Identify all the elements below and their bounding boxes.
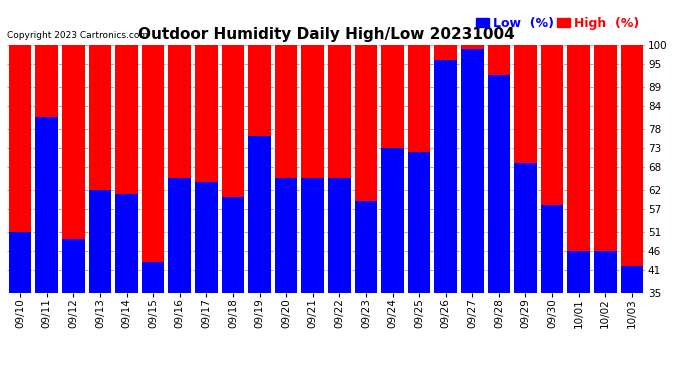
Bar [620,266,643,292]
Bar [381,148,404,292]
Bar [248,45,271,292]
Bar [461,49,484,292]
Bar [248,136,271,292]
Bar [168,45,191,292]
Bar [168,178,191,292]
Bar [35,117,58,292]
Bar [567,251,590,292]
Bar [514,45,537,292]
Bar [488,45,510,292]
Bar [541,205,563,292]
Bar [62,45,85,292]
Bar [461,45,484,292]
Bar [275,45,297,292]
Bar [115,194,138,292]
Bar [62,239,85,292]
Bar [89,45,111,292]
Legend: Low  (%), High  (%): Low (%), High (%) [476,16,639,30]
Bar [408,45,431,292]
Bar [355,45,377,292]
Bar [435,60,457,292]
Bar [275,178,297,292]
Bar [514,163,537,292]
Bar [328,45,351,292]
Bar [541,45,563,292]
Bar [381,45,404,292]
Bar [142,262,164,292]
Bar [435,45,457,292]
Bar [302,45,324,292]
Bar [142,45,164,292]
Bar [35,45,58,292]
Bar [9,45,32,292]
Bar [567,45,590,292]
Bar [89,190,111,292]
Bar [620,45,643,292]
Bar [195,182,217,292]
Bar [328,178,351,292]
Bar [9,232,32,292]
Bar [221,45,244,292]
Bar [488,75,510,292]
Bar [195,45,217,292]
Title: Outdoor Humidity Daily High/Low 20231004: Outdoor Humidity Daily High/Low 20231004 [137,27,515,42]
Bar [355,201,377,292]
Bar [594,251,617,292]
Text: Copyright 2023 Cartronics.com: Copyright 2023 Cartronics.com [7,31,148,40]
Bar [302,178,324,292]
Bar [594,45,617,292]
Bar [408,152,431,292]
Bar [221,197,244,292]
Bar [115,45,138,292]
